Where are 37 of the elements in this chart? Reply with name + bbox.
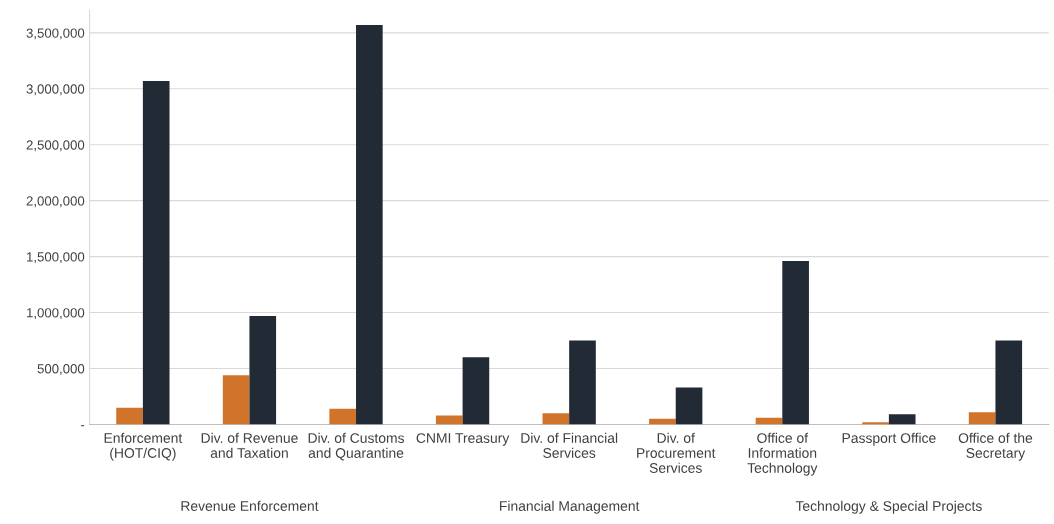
x-tick-label: Div. of Financial Services bbox=[521, 432, 618, 458]
bar bbox=[435, 415, 463, 425]
x-tick-label: Office of Information Technology bbox=[747, 432, 818, 476]
y-tick-label: 1,500,000 bbox=[27, 252, 85, 264]
x-tick-label: Div. of Revenue and Taxation bbox=[201, 432, 298, 458]
bar bbox=[782, 261, 809, 425]
x-tick-label: Div. of Customs and Quarantine bbox=[308, 432, 405, 461]
bar bbox=[649, 418, 676, 425]
bar bbox=[222, 375, 250, 425]
y-tick-label: - bbox=[80, 425, 85, 427]
x-tick-label: Office of the Secretary bbox=[958, 432, 1033, 461]
y-tick-label: 3,500,000 bbox=[26, 28, 85, 40]
y-tick-label: 500,000 bbox=[37, 364, 85, 375]
bar bbox=[675, 387, 703, 425]
y-tick-label: 3,000,000 bbox=[26, 84, 85, 96]
text: Revenue Enforcement bbox=[181, 500, 319, 511]
x-tick-label: Div. of Procurement Services bbox=[637, 432, 716, 473]
bar bbox=[888, 414, 916, 425]
y-tick-label: 1,000,000 bbox=[27, 308, 85, 320]
x-tick-label: CNMI Treasury bbox=[416, 433, 510, 446]
bar bbox=[142, 80, 170, 425]
text: Financial Management bbox=[500, 500, 640, 514]
bar bbox=[249, 315, 277, 425]
bar bbox=[462, 357, 490, 425]
bar bbox=[329, 408, 357, 425]
y-tick-label: 2,500,000 bbox=[26, 140, 85, 152]
bar bbox=[968, 412, 996, 425]
y-tick-label: 2,000,000 bbox=[26, 196, 85, 208]
x-tick-label: Passport Office bbox=[842, 432, 936, 446]
bar bbox=[995, 340, 1023, 425]
bar bbox=[116, 407, 143, 425]
text: Technology & Special Projects bbox=[795, 500, 982, 514]
bar bbox=[542, 413, 570, 425]
bar bbox=[862, 422, 889, 425]
x-tick-label: Enforcement (HOT/CIQ) bbox=[104, 432, 183, 461]
bar bbox=[356, 25, 383, 425]
bar bbox=[569, 340, 596, 425]
